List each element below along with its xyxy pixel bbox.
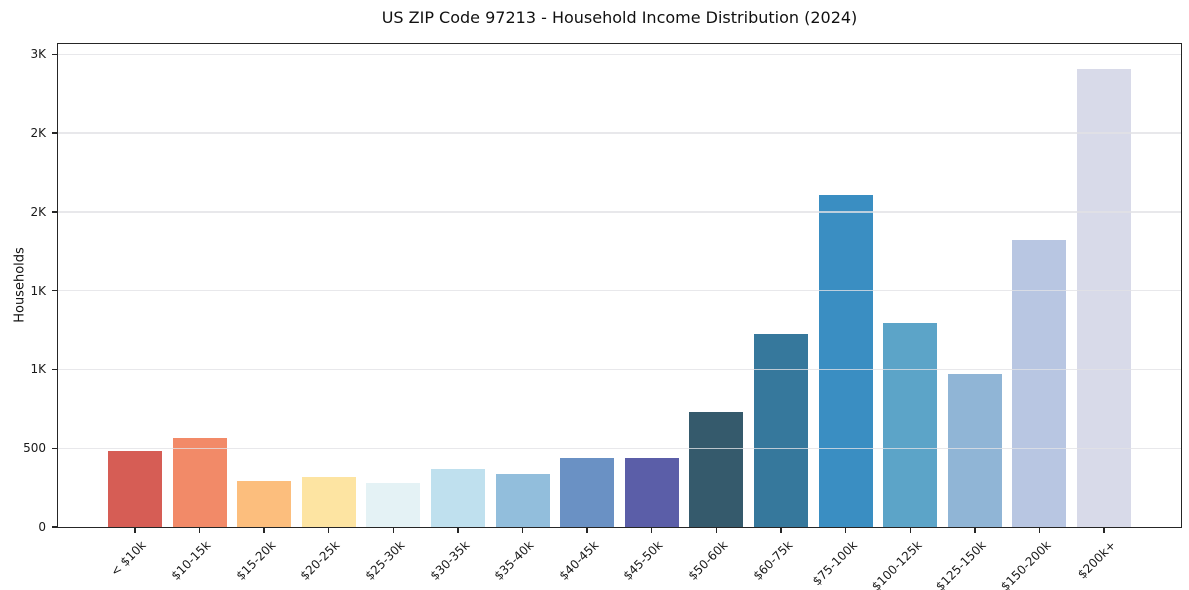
y-tick-label: 1K: [30, 283, 46, 298]
x-tick-label: < $10k: [107, 538, 149, 579]
x-tick-label: $125-150k: [933, 538, 989, 590]
bar: [1077, 69, 1132, 527]
y-tick-mark: [51, 132, 58, 134]
bar: [495, 474, 550, 527]
y-tick-mark: [51, 368, 58, 371]
x-tick-mark: [521, 528, 524, 533]
x-tick-mark: [1038, 528, 1041, 533]
x-tick-label: $75-100k: [809, 538, 860, 589]
x-tick-mark: [457, 528, 459, 533]
y-tick-mark: [51, 53, 58, 55]
x-tick-mark: [1103, 528, 1105, 533]
gridline: [58, 132, 1181, 134]
x-tick-mark: [715, 528, 718, 533]
bar: [237, 481, 292, 527]
bar: [430, 469, 485, 527]
bar: [883, 322, 938, 527]
x-tick-label: $30-35k: [426, 538, 472, 583]
x-tick-label: $20-25k: [297, 538, 343, 583]
x-tick-mark: [974, 528, 976, 533]
y-tick-mark: [51, 447, 58, 449]
y-tick-label: 3K: [30, 47, 46, 62]
bar: [624, 458, 679, 527]
x-tick-mark: [651, 528, 653, 533]
y-tick-label: 2K: [30, 204, 46, 219]
bar: [366, 482, 421, 527]
bar: [1012, 240, 1067, 527]
plot-area: [57, 43, 1182, 528]
x-tick-mark: [263, 528, 265, 533]
x-tick-label: $45-50k: [620, 538, 666, 583]
x-tick-label: $50-60k: [685, 538, 731, 583]
x-tick-mark: [844, 528, 847, 533]
x-tick-mark: [780, 528, 782, 533]
chart-title: US ZIP Code 97213 - Household Income Dis…: [381, 8, 858, 27]
x-tick-label: $60-75k: [750, 538, 795, 583]
x-tick-label: $40-45k: [556, 538, 602, 583]
y-tick-mark: [51, 289, 58, 292]
x-tick-mark: [909, 528, 911, 533]
gridline: [58, 53, 1181, 55]
bar: [301, 477, 356, 527]
x-tick-label: $150-200k: [997, 538, 1054, 590]
x-tick-label: $10-15k: [168, 538, 214, 583]
gridline: [58, 211, 1181, 213]
x-tick-label: $35-40k: [491, 538, 537, 583]
bar: [560, 458, 615, 527]
y-tick-label: 500: [23, 441, 46, 456]
x-tick-mark: [328, 528, 330, 533]
x-tick-label: $200k+: [1074, 538, 1118, 582]
bar: [754, 333, 809, 527]
x-tick-mark: [134, 528, 136, 533]
bar: [172, 437, 227, 527]
bar: [947, 374, 1002, 527]
x-tick-label: $25-30k: [362, 538, 408, 583]
x-tick-mark: [586, 528, 588, 533]
x-tick-label: $15-20k: [233, 538, 279, 583]
x-tick-mark: [198, 528, 201, 533]
y-tick-mark: [51, 526, 58, 528]
bar: [107, 450, 162, 527]
bar: [689, 411, 744, 527]
y-tick-label: 0: [38, 520, 46, 534]
y-tick-label: 1K: [30, 362, 46, 377]
x-tick-mark: [392, 528, 395, 533]
bar: [818, 195, 873, 527]
x-tick-label: $100-125k: [868, 538, 925, 590]
y-tick-mark: [51, 211, 58, 213]
y-tick-label: 2K: [30, 126, 46, 141]
